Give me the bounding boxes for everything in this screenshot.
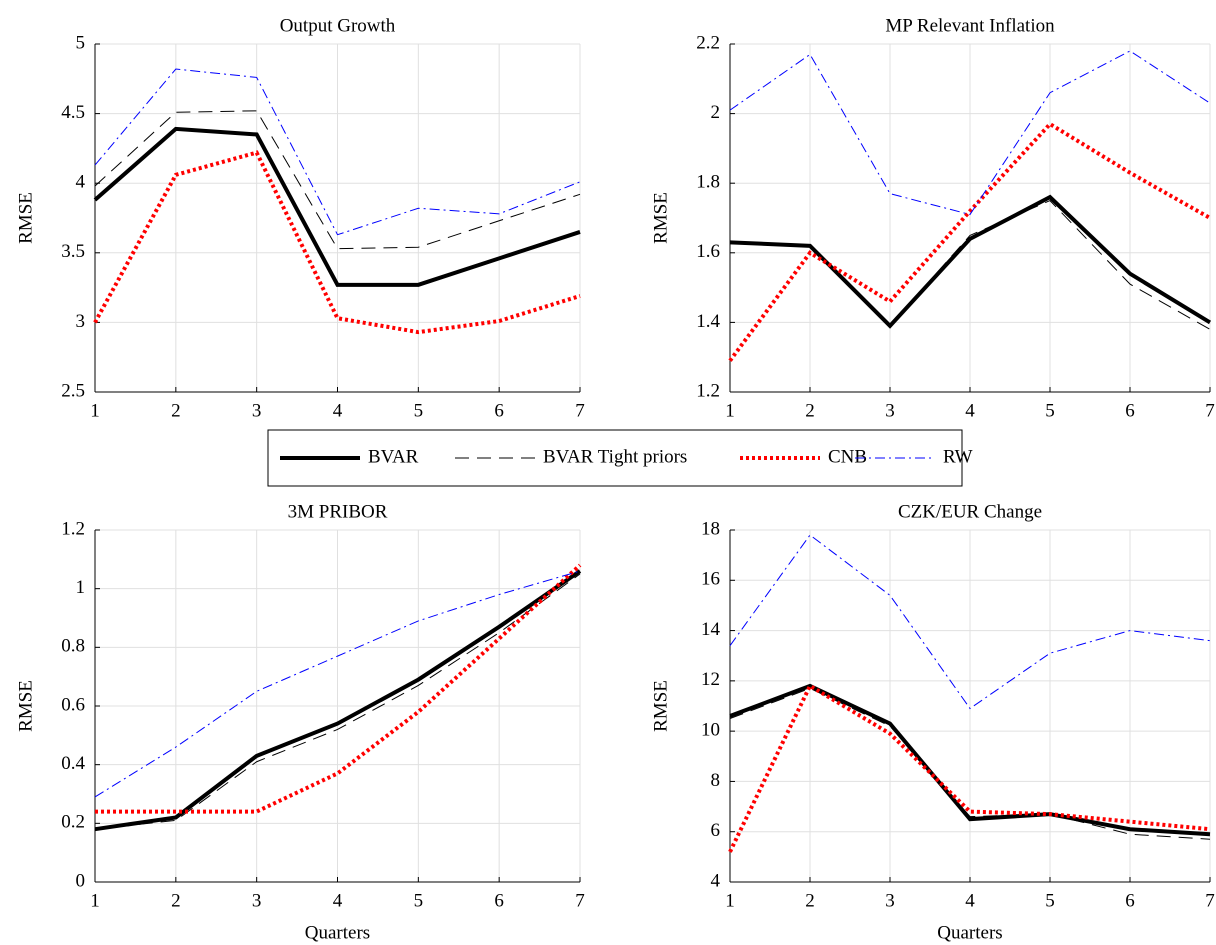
y-tick-label: 1.2 [61, 518, 85, 539]
y-axis-label: RMSE [15, 680, 36, 732]
y-tick-label: 0.8 [61, 636, 85, 657]
x-tick-label: 3 [885, 400, 895, 421]
y-tick-label: 4 [711, 870, 721, 891]
x-tick-label: 6 [494, 400, 504, 421]
legend-label: CNB [828, 446, 867, 467]
series-line [729, 687, 1211, 840]
y-tick-label: 12 [701, 669, 720, 690]
x-tick-label: 3 [252, 890, 262, 911]
x-tick-label: 1 [90, 400, 100, 421]
series-line [729, 200, 1211, 330]
legend-label: RW [943, 446, 973, 467]
x-tick-label: 7 [575, 400, 585, 421]
y-tick-label: 3.5 [61, 241, 85, 262]
y-tick-label: 2.2 [696, 32, 720, 53]
y-axis-label: RMSE [650, 192, 671, 244]
x-tick-label: 1 [90, 890, 100, 911]
y-tick-label: 1.2 [696, 380, 720, 401]
y-tick-label: 4.5 [61, 102, 85, 123]
x-tick-label: 4 [965, 400, 975, 421]
x-tick-label: 7 [575, 890, 585, 911]
y-tick-label: 14 [701, 619, 721, 640]
y-tick-label: 10 [701, 720, 720, 741]
y-tick-label: 0.4 [61, 753, 85, 774]
x-tick-label: 2 [171, 890, 181, 911]
x-tick-label: 4 [333, 400, 343, 421]
series-line [94, 569, 582, 832]
x-tick-label: 5 [1045, 890, 1055, 911]
y-tick-label: 0 [76, 870, 86, 891]
y-tick-label: 0.6 [61, 694, 85, 715]
y-tick-label: 5 [76, 32, 86, 53]
legend-box [267, 429, 963, 487]
y-tick-label: 1 [76, 577, 86, 598]
x-axis-label: Quarters [937, 922, 1002, 943]
chart-title: MP Relevant Inflation [885, 15, 1055, 36]
series-line [95, 563, 582, 814]
series-line [729, 683, 1211, 837]
series-line [93, 126, 581, 287]
x-tick-label: 5 [1045, 400, 1055, 421]
x-tick-label: 5 [414, 890, 424, 911]
y-axis-label: RMSE [15, 192, 36, 244]
series-line [93, 150, 581, 335]
x-tick-label: 3 [885, 890, 895, 911]
y-tick-label: 2.5 [61, 380, 85, 401]
series-line [94, 68, 581, 236]
x-tick-label: 2 [805, 890, 815, 911]
y-tick-label: 4 [76, 172, 86, 193]
series-line [94, 570, 581, 798]
x-axis-label: Quarters [305, 922, 370, 943]
y-tick-label: 18 [701, 518, 720, 539]
chart-title: Output Growth [280, 15, 396, 36]
x-tick-label: 5 [414, 400, 424, 421]
x-tick-label: 4 [965, 890, 975, 911]
legend-label: BVAR Tight priors [543, 446, 687, 467]
y-tick-label: 16 [701, 569, 720, 590]
series-line [94, 573, 581, 830]
chart-title: CZK/EUR Change [898, 501, 1042, 522]
series-line [729, 50, 1211, 216]
chart-title: 3M PRIBOR [288, 501, 388, 522]
series-line [94, 110, 581, 250]
y-tick-label: 8 [711, 770, 721, 791]
x-tick-label: 6 [1125, 890, 1135, 911]
y-tick-label: 6 [711, 820, 721, 841]
x-tick-label: 2 [805, 400, 815, 421]
series-line [728, 121, 1211, 362]
series-line [729, 194, 1212, 329]
y-tick-label: 2 [711, 102, 721, 123]
x-tick-label: 2 [171, 400, 181, 421]
legend-label: BVAR [368, 446, 419, 467]
x-tick-label: 1 [725, 400, 735, 421]
x-tick-label: 6 [1125, 400, 1135, 421]
x-tick-label: 6 [494, 890, 504, 911]
y-tick-label: 3 [76, 311, 86, 332]
series-line [729, 534, 1211, 710]
x-tick-label: 3 [252, 400, 262, 421]
y-tick-label: 1.4 [696, 311, 720, 332]
y-tick-label: 1.6 [696, 241, 720, 262]
x-tick-label: 4 [333, 890, 343, 911]
y-tick-label: 1.8 [696, 172, 720, 193]
x-tick-label: 7 [1205, 890, 1215, 911]
y-tick-label: 0.2 [61, 812, 85, 833]
x-tick-label: 1 [725, 890, 735, 911]
y-axis-label: RMSE [650, 680, 671, 732]
x-tick-label: 7 [1205, 400, 1215, 421]
